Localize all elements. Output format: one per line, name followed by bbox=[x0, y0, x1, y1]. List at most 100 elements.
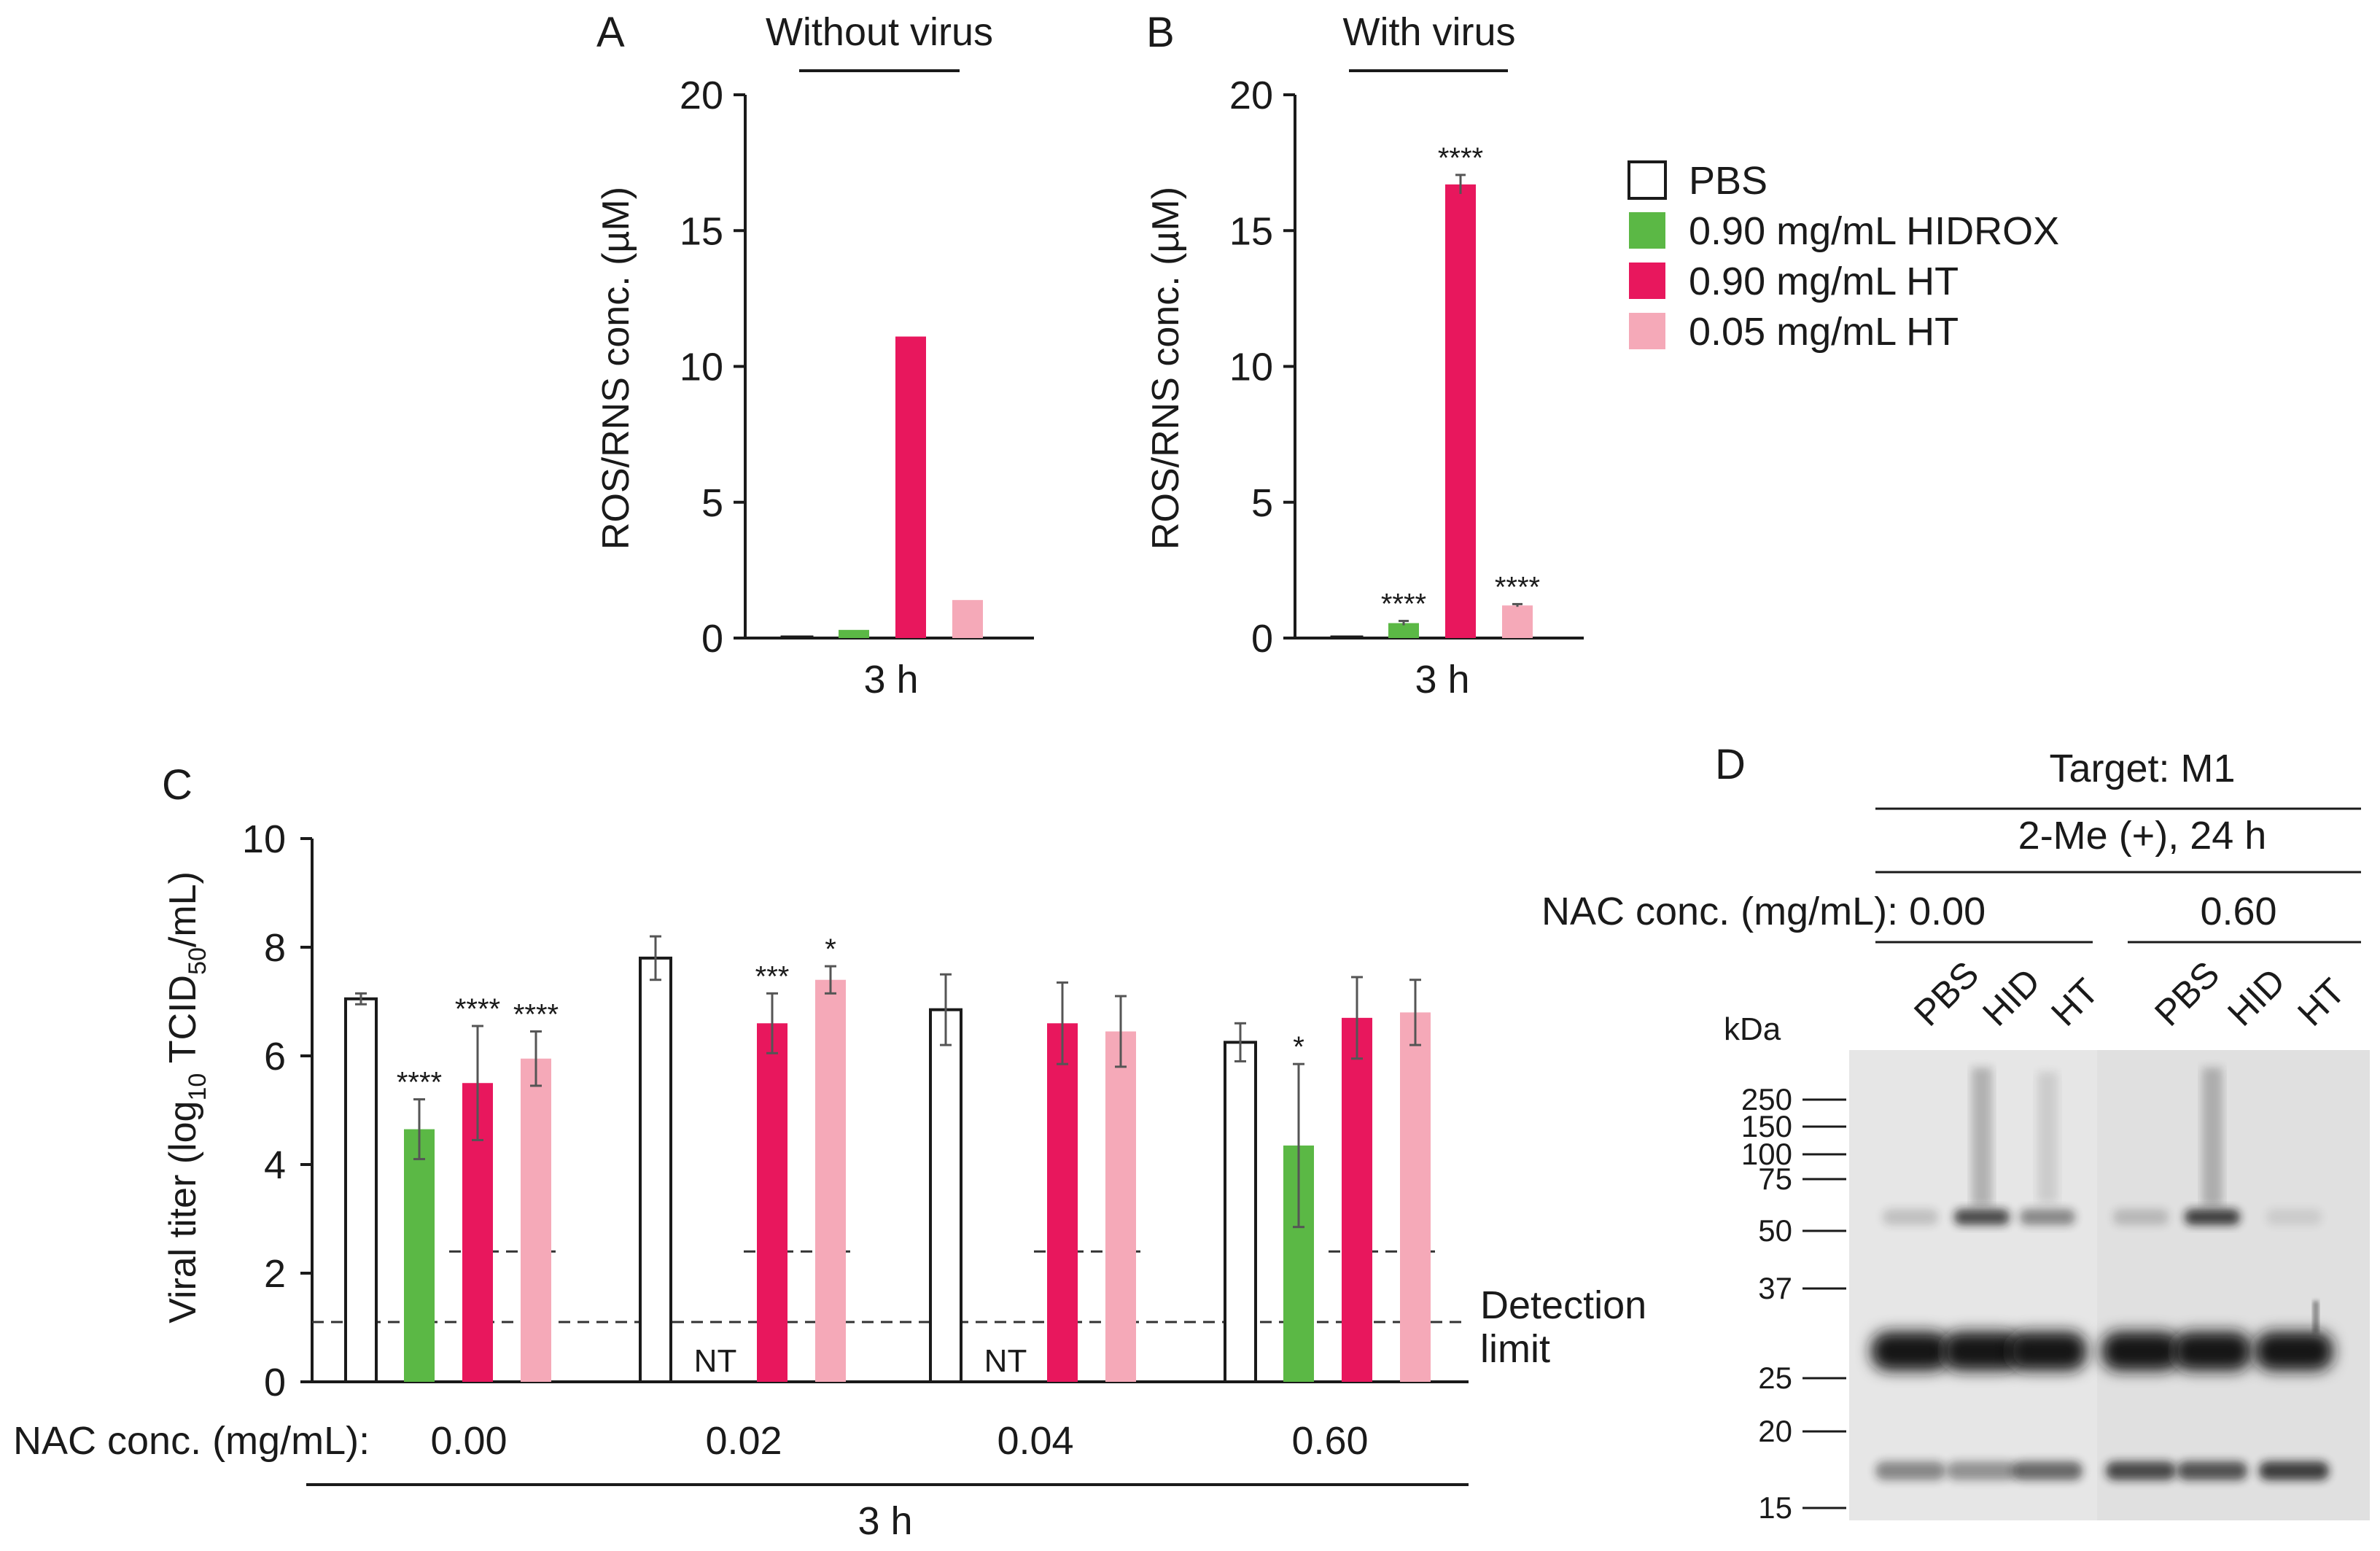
panel-letter-c: C bbox=[162, 761, 192, 809]
blot-marker-label-0: 250 bbox=[1741, 1082, 1792, 1116]
panel-b-ytick-label-3: 15 bbox=[1229, 209, 1273, 253]
panel-b-ytick-label-0: 0 bbox=[1251, 617, 1273, 661]
legend-swatch-ht_high bbox=[1629, 263, 1665, 299]
panel-letter-a: A bbox=[596, 9, 625, 56]
blot-band-27kda-1 bbox=[1942, 1332, 2021, 1371]
blot-membrane-shade bbox=[2097, 1050, 2370, 1520]
panel-c-ylabel-main: Viral titer (log bbox=[162, 1101, 204, 1323]
panel-c-group-1-bar-2 bbox=[757, 1023, 788, 1382]
blot-kda-label: kDa bbox=[1724, 1011, 1781, 1047]
blot-artifact-0 bbox=[2313, 1301, 2319, 1333]
panel-b-sig-2: **** bbox=[1438, 142, 1483, 174]
blot-band-55kda-2 bbox=[2020, 1209, 2075, 1225]
panel-c-group-1-sig-3: * bbox=[825, 933, 836, 965]
blot-lane-label-3: PBS bbox=[2147, 953, 2227, 1033]
blot-band-17kda-3 bbox=[2106, 1461, 2176, 1480]
panel-b-bar-3 bbox=[1502, 605, 1533, 638]
blot-nac-high: 0.60 bbox=[2200, 890, 2276, 933]
blot-lane-label-1: HID bbox=[1975, 960, 2048, 1033]
panel-a-bar-2 bbox=[895, 336, 926, 638]
blot-band-27kda-0 bbox=[1871, 1332, 1950, 1371]
panel-a-plot: 0 5 10 15 20 bbox=[680, 74, 1034, 661]
panel-a-bar-0 bbox=[780, 635, 814, 640]
panel-letter-d: D bbox=[1715, 741, 1746, 788]
panel-c-group-1-bar-3 bbox=[815, 979, 846, 1382]
panel-c-ylabel-sub: 10 bbox=[184, 1073, 211, 1101]
panel-c-ytick-label-1: 2 bbox=[264, 1252, 286, 1296]
blot-marker-label-1: 150 bbox=[1741, 1109, 1792, 1143]
panel-b-ytick-label-4: 20 bbox=[1229, 74, 1273, 117]
blot-smear-hid-1 bbox=[2202, 1068, 2222, 1206]
panel-b-title: With virus bbox=[1342, 10, 1515, 54]
panel-c-group-0-sig-2: **** bbox=[455, 993, 500, 1025]
blot-band-27kda-4 bbox=[2173, 1332, 2252, 1371]
panel-c-xlabel: 3 h bbox=[858, 1499, 912, 1543]
panel-c-group-2-bar-0 bbox=[929, 1008, 962, 1384]
panel-b: B With virus ROS/RNS conc. (µM) 0 5 10 15 20… bbox=[1145, 9, 1584, 701]
panel-b-xlabel: 3 h bbox=[1415, 658, 1469, 701]
panel-c-ylabel-mid: TCID bbox=[162, 975, 204, 1073]
panel-c-group-2-nt-1: NT bbox=[984, 1343, 1027, 1379]
panel-c-group-3-bar-3 bbox=[1400, 1012, 1431, 1382]
panel-b-plot: 0 5 10 15 20 **** **** **** bbox=[1229, 74, 1584, 661]
blot-band-17kda-5 bbox=[2259, 1461, 2329, 1480]
panel-c-group-3-bar-2 bbox=[1342, 1017, 1372, 1382]
panel-b-ytick-label-1: 5 bbox=[1251, 481, 1273, 525]
panel-a-xlabel: 3 h bbox=[863, 658, 918, 701]
blot-smear-ht-0 bbox=[2037, 1072, 2058, 1203]
blot-target: Target: M1 bbox=[2049, 747, 2235, 790]
panel-c-ytick-label-2: 4 bbox=[264, 1143, 286, 1187]
panel-d: D Target: M1 2-Me (+), 24 h NAC conc. (m… bbox=[1541, 741, 2370, 1525]
panel-a-bar-1 bbox=[839, 629, 869, 638]
legend-label-pbs: PBS bbox=[1689, 159, 1768, 203]
panel-c-group-2-bar-2 bbox=[1047, 1023, 1078, 1382]
panel-c-group-2-bar-3 bbox=[1105, 1031, 1136, 1382]
panel-c-nac-value-0: 0.00 bbox=[430, 1419, 507, 1463]
legend: PBS 0.90 mg/mL HIDROX 0.90 mg/mL HT 0.05 mg… bbox=[1628, 159, 2059, 354]
panel-c-group-0-bar-3 bbox=[521, 1058, 551, 1382]
legend-swatch-ht_low bbox=[1629, 313, 1665, 349]
panel-b-sig-1: **** bbox=[1381, 588, 1426, 621]
blot-band-27kda-3 bbox=[2101, 1332, 2180, 1371]
blot-image bbox=[1849, 1050, 2370, 1520]
blot-band-55kda-4 bbox=[2185, 1209, 2240, 1225]
panel-c-ylabel-sub2: 50 bbox=[184, 947, 211, 975]
panel-c-group-1-sig-2: *** bbox=[755, 960, 790, 992]
panel-c-nac-value-1: 0.02 bbox=[705, 1419, 782, 1463]
panel-a-ytick-label-4: 20 bbox=[680, 74, 723, 117]
panel-c-group-0-bar-1 bbox=[404, 1129, 435, 1382]
panel-c-ylabel: Viral titer (log10 TCID50/mL) bbox=[162, 871, 211, 1323]
panel-b-bar-0 bbox=[1330, 635, 1364, 640]
blot-marker-label-3: 75 bbox=[1758, 1162, 1792, 1196]
blot-marker-label-2: 100 bbox=[1741, 1137, 1792, 1171]
blot-band-55kda-5 bbox=[2266, 1209, 2322, 1225]
blot-band-17kda-4 bbox=[2177, 1461, 2247, 1480]
blot-marker-label-7: 20 bbox=[1758, 1414, 1792, 1448]
legend-label-hidrox: 0.90 mg/mL HIDROX bbox=[1689, 209, 2059, 253]
panel-c-group-1-bar-0 bbox=[639, 956, 672, 1383]
panel-a-ytick-label-0: 0 bbox=[701, 617, 723, 661]
panel-c-group-0-sig-1: **** bbox=[397, 1067, 442, 1099]
panel-c-ytick-label-3: 6 bbox=[264, 1035, 286, 1078]
panel-c-group-3-sig-1: * bbox=[1293, 1031, 1304, 1063]
legend-swatch-hidrox bbox=[1629, 212, 1665, 249]
panel-a-ytick-label-1: 5 bbox=[701, 481, 723, 525]
panel-c-ylabel-end: /mL) bbox=[162, 871, 204, 947]
blot-lane-label-4: HID bbox=[2220, 960, 2292, 1033]
panel-c-group-1-nt-1: NT bbox=[694, 1343, 737, 1379]
panel-b-sig-3: **** bbox=[1495, 571, 1540, 603]
panel-letter-b: B bbox=[1146, 9, 1175, 56]
blot-marker-label-5: 37 bbox=[1758, 1271, 1792, 1305]
blot-marker-label-8: 15 bbox=[1758, 1490, 1792, 1525]
legend-label-ht_high: 0.90 mg/mL HT bbox=[1689, 260, 1959, 303]
detection-limit-label: Detection bbox=[1480, 1283, 1646, 1327]
panel-c-ytick-label-0: 0 bbox=[264, 1361, 286, 1404]
legend-swatch-pbs bbox=[1628, 160, 1667, 200]
blot-band-55kda-0 bbox=[1883, 1209, 1938, 1225]
panel-b-bar-2 bbox=[1445, 184, 1476, 639]
blot-marker-label-4: 50 bbox=[1758, 1213, 1792, 1248]
